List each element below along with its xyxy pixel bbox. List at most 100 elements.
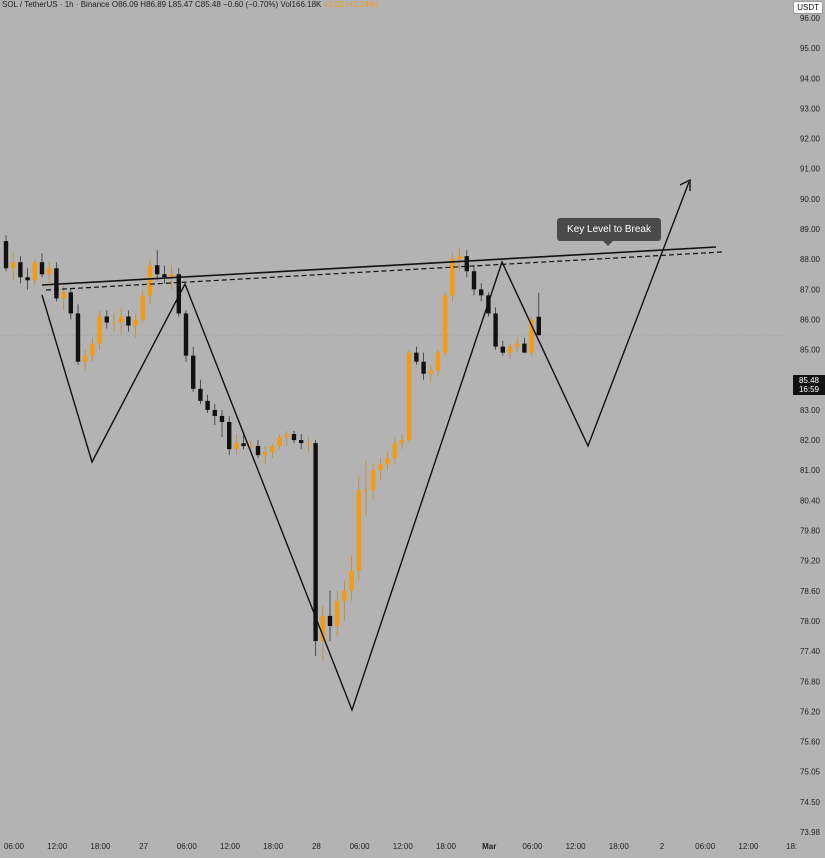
candle <box>392 437 397 465</box>
symbol-line: SOL / TetherUS · 1h · Binance <box>2 0 110 9</box>
price-tick-label: 76.80 <box>800 677 821 686</box>
candle <box>3 235 9 272</box>
time-tick-label: 06:00 <box>350 842 371 851</box>
currency-label[interactable]: USDT <box>793 1 823 14</box>
candles-layer <box>3 235 541 662</box>
last-price-badge: 85.48 16:59 <box>793 375 825 395</box>
candle <box>54 262 59 302</box>
candle-body <box>385 458 390 465</box>
key-level-dashed-line[interactable] <box>45 251 723 291</box>
price-tick-label: 76.20 <box>800 707 821 716</box>
candle-body <box>3 241 9 269</box>
candle <box>47 262 52 284</box>
candle <box>227 415 232 456</box>
candle <box>97 310 102 350</box>
volume-value: Vol166.18K <box>280 0 322 9</box>
candle-body <box>212 409 217 416</box>
candle <box>457 247 462 272</box>
candle <box>32 259 37 287</box>
resistance-trendline[interactable] <box>41 246 717 286</box>
candle-body <box>471 271 477 290</box>
candle <box>277 434 282 450</box>
candle <box>522 337 527 353</box>
time-scale[interactable]: 06:00 12:00 18:00 27 06:00 12:00 18:00 28 06:00 1… <box>4 842 797 851</box>
candle <box>255 440 261 459</box>
candle <box>205 394 210 413</box>
candle-body <box>450 259 455 296</box>
candle-body <box>327 615 333 626</box>
time-tick-label: 06:00 <box>4 842 25 851</box>
candle-body <box>435 352 441 371</box>
candle-body <box>176 274 181 314</box>
candle-body <box>515 343 520 347</box>
candle <box>191 346 196 392</box>
candle-body <box>493 313 498 347</box>
price-tick-label: 74.50 <box>800 798 821 807</box>
price-tick-label: 78.00 <box>800 617 821 626</box>
candle-body <box>299 440 304 444</box>
candle-body <box>284 434 289 438</box>
candle <box>140 289 145 323</box>
candle <box>234 434 239 456</box>
candle-body <box>162 274 167 278</box>
price-scale-bg <box>788 0 825 853</box>
candle-body <box>47 268 52 275</box>
candle-body <box>169 274 174 278</box>
key-level-callout[interactable]: Key Level to Break <box>557 218 661 246</box>
candle <box>241 434 246 450</box>
candle <box>421 352 426 380</box>
time-tick-label: 06:00 <box>695 842 716 851</box>
price-tick-label: 88.00 <box>800 255 821 264</box>
candle <box>435 349 441 377</box>
callout-text: Key Level to Break <box>567 224 651 235</box>
time-tick-label: 18: <box>786 842 797 851</box>
ohlc-values: O86.09 H86.89 L85.47 C85.48 −0.60 (−0.70… <box>111 0 279 9</box>
candle-body <box>320 615 325 642</box>
pattern-drawings[interactable] <box>41 178 723 713</box>
candle-body <box>11 262 16 269</box>
time-tick-label: 18:00 <box>609 842 630 851</box>
candle <box>464 250 469 278</box>
candle <box>162 265 167 284</box>
price-tick-label: 79.20 <box>800 557 821 566</box>
candle-body <box>349 570 354 591</box>
candle-body <box>227 421 232 450</box>
time-tick-label: 27 <box>139 842 148 851</box>
candle <box>198 379 203 404</box>
time-tick-label: 18:00 <box>436 842 457 851</box>
candle-body <box>363 490 369 492</box>
candle-countdown: 16:59 <box>798 385 820 394</box>
candle-body <box>421 361 426 374</box>
candle <box>155 250 160 281</box>
candle-body <box>119 316 124 323</box>
candle-body <box>104 316 109 323</box>
price-scale[interactable]: 96.00 95.00 94.00 93.00 92.00 91.00 90.00 89.00… <box>788 0 825 853</box>
candle-body <box>392 443 397 459</box>
candle-body <box>183 313 189 356</box>
candle-body <box>25 277 30 281</box>
candle <box>378 458 383 481</box>
price-tick-label: 75.05 <box>800 768 821 777</box>
candle <box>327 590 333 642</box>
candle-body <box>155 265 160 275</box>
time-tick-label: 06:00 <box>522 842 543 851</box>
candle <box>500 340 505 356</box>
candle-body <box>68 292 73 314</box>
candle-body <box>234 443 239 450</box>
price-tick-label: 87.00 <box>800 285 821 294</box>
time-tick-label: 28 <box>312 842 321 851</box>
candle <box>83 349 88 371</box>
price-tick-label: 90.00 <box>800 195 821 204</box>
candle <box>335 590 340 637</box>
candle-body <box>371 470 376 491</box>
candle <box>443 292 448 356</box>
projected-path-line[interactable] <box>41 181 690 713</box>
candle <box>133 313 138 338</box>
change-badge: +1.02 (+1.24%) <box>323 0 379 9</box>
candle <box>371 464 376 501</box>
time-tick-label: 12:00 <box>566 842 587 851</box>
candle-body <box>414 352 419 362</box>
candle <box>183 310 189 362</box>
